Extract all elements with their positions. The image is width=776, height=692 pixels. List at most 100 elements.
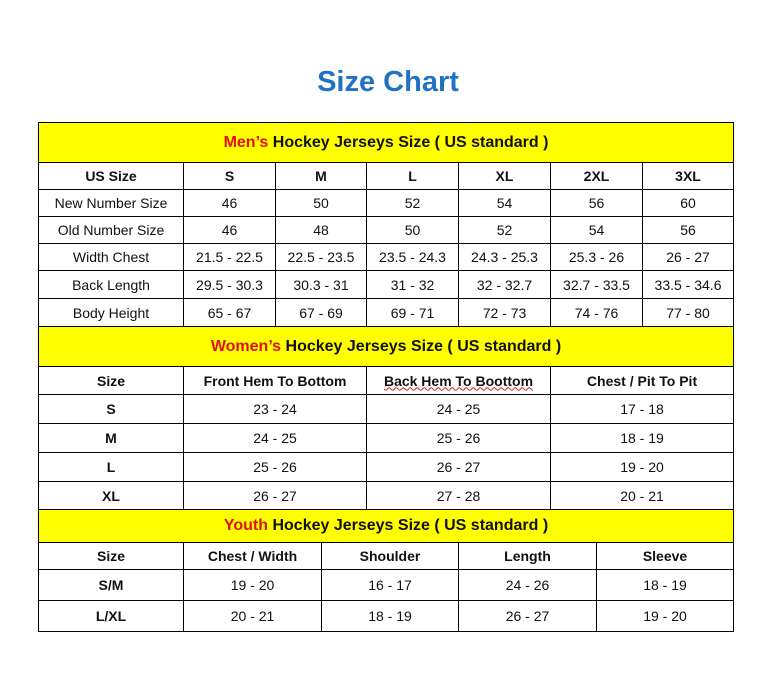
table-cell: 19 - 20 — [183, 569, 322, 601]
column-header-label: Back Hem To Boottom — [383, 372, 534, 389]
women-column-header-row: Size Front Hem To Bottom Back Hem To Boott… — [38, 366, 735, 395]
table-cell: 72 - 73 — [458, 298, 551, 327]
column-header-label: L — [408, 168, 417, 184]
column-header: Size — [38, 366, 184, 395]
women-heading-text: Hockey Jerseys Size ( US standard ) — [281, 337, 562, 355]
column-header-label: 3XL — [675, 168, 701, 184]
youth-heading: Youth Hockey Jerseys Size ( US standard … — [37, 509, 735, 543]
table-row: Back Length 29.5 - 30.3 30.3 - 31 31 - 32 32… — [38, 270, 735, 299]
table-cell: 21.5 - 22.5 — [183, 243, 276, 271]
youth-size-table: Youth Hockey Jerseys Size ( US standard … — [37, 509, 735, 632]
table-cell: 24 - 25 — [183, 423, 367, 453]
table-cell: 25 - 26 — [183, 452, 367, 482]
row-label: New Number Size — [38, 189, 184, 217]
column-header-label: XL — [495, 168, 514, 184]
women-heading: Women’s Hockey Jerseys Size ( US standar… — [37, 326, 735, 367]
column-header: S — [183, 162, 276, 190]
column-header-label: Chest / Width — [207, 548, 298, 564]
table-cell: 26 - 27 — [458, 600, 597, 632]
column-header: 3XL — [641, 162, 735, 190]
column-header: US Size — [38, 162, 184, 190]
table-cell: 18 - 19 — [321, 600, 459, 632]
column-header-label: S — [224, 168, 235, 184]
column-header: Sleeve — [595, 542, 735, 570]
table-cell: 23 - 24 — [183, 394, 367, 424]
table-row: L/XL 20 - 21 18 - 19 26 - 27 19 - 20 — [38, 600, 735, 632]
row-label: Body Height — [38, 298, 184, 327]
column-header: L — [366, 162, 459, 190]
column-header-label: M — [315, 168, 327, 184]
table-cell: 27 - 28 — [366, 481, 551, 510]
table-cell: 69 - 71 — [366, 298, 459, 327]
men-heading-highlight: Men’s — [223, 133, 269, 151]
column-header: Size — [38, 542, 184, 570]
table-cell: 50 — [366, 216, 459, 244]
row-label: XL — [38, 481, 184, 510]
youth-heading-row: Youth Hockey Jerseys Size ( US standard … — [37, 509, 735, 543]
column-header: Chest / Width — [183, 542, 322, 570]
column-header-label: Shoulder — [359, 548, 421, 564]
table-cell: 32 - 32.7 — [458, 270, 551, 299]
table-cell: 24.3 - 25.3 — [458, 243, 551, 271]
row-label: L/XL — [38, 600, 184, 632]
youth-heading-highlight: Youth — [223, 517, 269, 534]
table-cell: 19 - 20 — [549, 452, 735, 482]
column-header-label: Sleeve — [642, 548, 688, 564]
column-header: Shoulder — [321, 542, 459, 570]
table-cell: 30.3 - 31 — [275, 270, 367, 299]
table-cell: 20 - 21 — [549, 481, 735, 510]
men-column-header-row: US Size S M L XL 2XL 3XL — [38, 162, 735, 190]
row-label: S — [38, 394, 184, 424]
table-cell: 25.3 - 26 — [550, 243, 643, 271]
table-row: S 23 - 24 24 - 25 17 - 18 — [38, 394, 735, 424]
table-cell: 65 - 67 — [183, 298, 276, 327]
women-heading-row: Women’s Hockey Jerseys Size ( US standar… — [37, 326, 735, 367]
men-heading: Men’s Hockey Jerseys Size ( US standard … — [37, 122, 735, 163]
row-label: Old Number Size — [38, 216, 184, 244]
column-header: 2XL — [550, 162, 643, 190]
table-cell: 19 - 20 — [595, 600, 735, 632]
table-cell: 31 - 32 — [366, 270, 459, 299]
table-cell: 50 — [275, 189, 367, 217]
table-cell: 17 - 18 — [549, 394, 735, 424]
table-row: M 24 - 25 25 - 26 18 - 19 — [38, 423, 735, 453]
table-cell: 26 - 27 — [183, 481, 367, 510]
column-header-label: Front Hem To Bottom — [203, 372, 347, 389]
column-header-label: US Size — [85, 168, 137, 184]
table-cell: 54 — [550, 216, 643, 244]
table-row: New Number Size 46 50 52 54 56 60 — [38, 189, 735, 217]
column-header-label: Size — [96, 548, 125, 564]
table-cell: 33.5 - 34.6 — [641, 270, 735, 299]
youth-column-header-row: Size Chest / Width Shoulder Length Sleeve — [38, 542, 735, 570]
table-cell: 18 - 19 — [549, 423, 735, 453]
table-cell: 56 — [550, 189, 643, 217]
table-cell: 74 - 76 — [550, 298, 643, 327]
table-cell: 18 - 19 — [595, 569, 735, 601]
column-header: Chest / Pit To Pit — [549, 366, 735, 395]
men-heading-row: Men’s Hockey Jerseys Size ( US standard … — [37, 122, 735, 163]
table-row: Width Chest 21.5 - 22.5 22.5 - 23.5 23.5 - … — [38, 243, 735, 271]
men-heading-text: Hockey Jerseys Size ( US standard ) — [268, 133, 549, 151]
size-chart: Men’s Hockey Jerseys Size ( US standard … — [37, 122, 735, 632]
table-cell: 29.5 - 30.3 — [183, 270, 276, 299]
table-cell: 54 — [458, 189, 551, 217]
table-cell: 67 - 69 — [275, 298, 367, 327]
women-size-table: Women’s Hockey Jerseys Size ( US standar… — [37, 326, 735, 510]
table-row: L 25 - 26 26 - 27 19 - 20 — [38, 452, 735, 482]
youth-heading-text: Hockey Jerseys Size ( US standard ) — [268, 517, 549, 534]
column-header-label: Length — [504, 548, 551, 564]
men-size-table: Men’s Hockey Jerseys Size ( US standard … — [37, 122, 735, 327]
table-cell: 23.5 - 24.3 — [366, 243, 459, 271]
table-row: XL 26 - 27 27 - 28 20 - 21 — [38, 481, 735, 510]
table-cell: 52 — [458, 216, 551, 244]
table-row: Old Number Size 46 48 50 52 54 56 — [38, 216, 735, 244]
column-header: Front Hem To Bottom — [183, 366, 367, 395]
table-cell: 60 — [641, 189, 735, 217]
row-label: S/M — [38, 569, 184, 601]
table-cell: 77 - 80 — [641, 298, 735, 327]
table-cell: 26 - 27 — [366, 452, 551, 482]
table-cell: 52 — [366, 189, 459, 217]
column-header: Length — [458, 542, 597, 570]
table-cell: 24 - 26 — [458, 569, 597, 601]
table-cell: 20 - 21 — [183, 600, 322, 632]
